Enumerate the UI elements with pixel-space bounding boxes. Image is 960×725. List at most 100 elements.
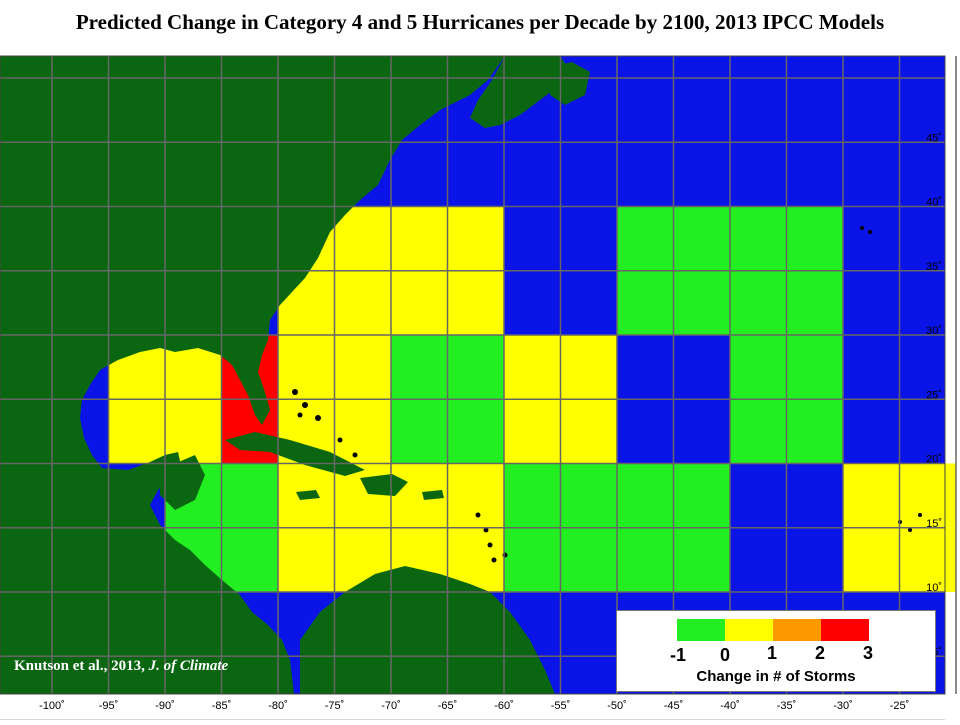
grid-cell [447, 463, 504, 528]
latitude-label: 15˚ [926, 518, 942, 530]
legend-tick: 1 [767, 643, 778, 663]
legend-caption: Change in # of Storms [696, 668, 856, 685]
grid-cell [504, 527, 561, 592]
grid-cell [278, 335, 335, 400]
grid-cell [617, 206, 674, 271]
grid-cell [391, 206, 448, 271]
latitude-label: 25˚ [926, 389, 942, 401]
credit-authors: Knutson et al., 2013, [14, 658, 145, 674]
grid-cell [786, 270, 843, 335]
grid-cell [673, 206, 730, 271]
legend-tick: 3 [863, 643, 874, 663]
grid-cell [617, 527, 674, 592]
bahamas-island [337, 437, 343, 443]
legend-swatch [725, 619, 773, 641]
grid-cell [504, 206, 561, 271]
color-legend: -1 0 1 2 3 Change in # of Storms [616, 610, 936, 692]
jamaica-land [296, 490, 320, 500]
longitude-label: -60˚ [494, 700, 514, 712]
longitude-label: -75˚ [325, 700, 345, 712]
bahamas-island [302, 402, 308, 408]
credit-journal: J. of Climate [148, 658, 229, 674]
longitude-label: -90˚ [155, 700, 175, 712]
longitude-label: -55˚ [551, 700, 571, 712]
grid-cell [617, 335, 674, 400]
grid-cell [334, 206, 391, 271]
grid-cell [108, 399, 165, 464]
latitude-label: 35˚ [926, 261, 942, 273]
grid-cell [899, 463, 956, 528]
grid-cell [504, 463, 561, 528]
grid-cell [730, 399, 787, 464]
grid-cell [730, 270, 787, 335]
legend-swatch [773, 619, 821, 641]
grid-cell [617, 399, 674, 464]
grid-cell [673, 270, 730, 335]
latitude-label: 45˚ [926, 132, 942, 144]
grid-cell [447, 270, 504, 335]
cuba-land [225, 432, 365, 476]
grid-cell [334, 399, 391, 464]
longitude-label: -50˚ [607, 700, 627, 712]
legend-tick: -1 [670, 645, 687, 665]
legend-swatch [821, 619, 869, 641]
grid-cell [843, 527, 900, 592]
legend-tick: 2 [815, 643, 826, 663]
legend-swatch [677, 619, 725, 641]
canada-maritimes-land [470, 56, 570, 128]
grid-cell [730, 463, 787, 528]
azores-island [860, 226, 864, 230]
lesser-antilles-island [487, 542, 493, 548]
lesser-antilles-island [475, 512, 481, 518]
longitude-label: -30˚ [833, 700, 853, 712]
latitude-label: 30˚ [926, 325, 942, 337]
longitude-axis: -100˚ -95˚ -90˚ -85˚ -80˚ -75˚ -70˚ -65˚ -60˚ -55… [39, 700, 909, 712]
grid-cell [617, 270, 674, 335]
grid-cell [673, 527, 730, 592]
grid-cell [391, 399, 448, 464]
grid-cell [504, 399, 561, 464]
grid-cell [786, 335, 843, 400]
latitude-axis: 45˚ 40˚ 35˚ 30˚ 25˚ 20˚ 15˚ 10˚ 5˚ [926, 132, 942, 658]
latitude-label: 40˚ [926, 197, 942, 209]
longitude-label: -70˚ [381, 700, 401, 712]
grid-cell [786, 463, 843, 528]
grid-cell [786, 399, 843, 464]
grid-cell [560, 270, 617, 335]
grid-cell [504, 270, 561, 335]
grid-cell [391, 335, 448, 400]
yucatan-land [160, 455, 205, 510]
grid-cell [560, 527, 617, 592]
legend-tick: 0 [720, 645, 731, 665]
grid-cell [391, 270, 448, 335]
bahamas-island [315, 415, 321, 421]
hispaniola-land [360, 474, 408, 496]
map-frame [0, 55, 946, 695]
lat-lon-grid [0, 55, 957, 722]
latitude-label: 20˚ [926, 454, 942, 466]
grid-cell [560, 399, 617, 464]
cape-verde-island [918, 513, 922, 517]
grid-cell [560, 463, 617, 528]
source-credit: Knutson et al., 2013, J. of Climate [14, 658, 228, 675]
lesser-antilles-island [483, 527, 489, 533]
longitude-label: -45˚ [664, 700, 684, 712]
longitude-label: -40˚ [720, 700, 740, 712]
cape-verde-island [908, 528, 912, 532]
grid-cell [899, 527, 956, 592]
longitude-label: -65˚ [438, 700, 458, 712]
grid-cell [560, 206, 617, 271]
grid-cell [673, 399, 730, 464]
longitude-label: -95˚ [99, 700, 119, 712]
grid-cell [165, 399, 222, 464]
grid-cell [730, 527, 787, 592]
longitude-label: -85˚ [212, 700, 232, 712]
grid-cell [334, 270, 391, 335]
storm-change-cells [108, 206, 956, 592]
grid-cell [447, 206, 504, 271]
grid-cell [730, 206, 787, 271]
south-america-land [300, 566, 555, 694]
lesser-antilles-island [491, 557, 497, 563]
